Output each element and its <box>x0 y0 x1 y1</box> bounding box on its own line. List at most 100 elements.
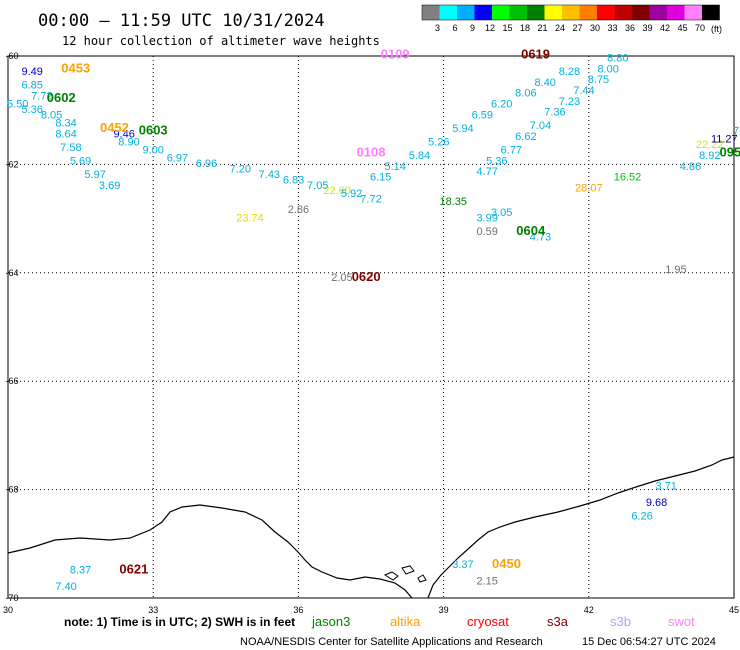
legend-swatch <box>562 5 580 20</box>
pass-time-label: 0603 <box>139 123 168 138</box>
wave-height-value: 5.26 <box>428 136 449 148</box>
wave-height-value: 7.43 <box>259 169 280 181</box>
legend-bin-label: 3 <box>435 23 440 33</box>
antarctic-coastline <box>7 456 735 599</box>
wave-height-value: 11.27 <box>711 134 738 146</box>
wave-height-value: 6.20 <box>491 98 512 110</box>
wave-height-value: 7.04 <box>530 120 551 132</box>
wave-height-value: 7.40 <box>55 581 76 593</box>
latitude-tick-label: -64 <box>5 268 18 278</box>
legend-swatch <box>527 5 545 20</box>
legend-bin-label: 24 <box>555 23 565 33</box>
wave-height-value: 3.05 <box>491 207 512 219</box>
wave-height-value: 7.15 <box>733 126 740 138</box>
wave-height-value: 7.72 <box>360 193 381 205</box>
generated-timestamp: 15 Dec 06:54:27 UTC 2024 <box>582 636 716 648</box>
mission-label: swot <box>668 614 695 629</box>
wave-height-value: 5.94 <box>452 123 473 135</box>
wave-height-value: 8.00 <box>597 63 618 75</box>
wave-height-value: 4.77 <box>476 166 497 178</box>
longitude-tick-label: 30 <box>3 605 13 615</box>
pass-time-label: 0957 <box>720 144 740 159</box>
wave-height-value: 9.00 <box>142 145 163 157</box>
wave-height-value: 22.60 <box>323 185 351 197</box>
wave-height-value: 7.20 <box>230 164 251 176</box>
wave-height-value: 7.05 <box>307 180 328 192</box>
coastal-island <box>417 574 427 583</box>
legend-swatch <box>649 5 667 20</box>
wave-height-value: 23.74 <box>236 212 264 224</box>
wave-height-value: 8.06 <box>515 88 536 100</box>
map-frame <box>7 55 735 599</box>
page-subtitle: 12 hour collection of altimeter wave hei… <box>62 34 380 48</box>
coastal-island <box>383 571 399 581</box>
wave-height-value: 2.05 <box>331 272 352 284</box>
wave-height-value: 5.50 <box>7 98 28 110</box>
satellite-pass-labels: 0453 0602 0452 0603 0109 0619 0108 0604 0620 0957… <box>47 47 740 577</box>
mission-label: s3b <box>610 614 631 629</box>
wave-height-value: 7.72 <box>31 90 52 102</box>
wave-height-value: 5.84 <box>409 150 430 162</box>
legend-swatch <box>544 5 562 20</box>
coastline-west <box>7 504 413 599</box>
wave-height-value: 28.07 <box>575 183 603 195</box>
longitude-tick-label: 36 <box>293 605 303 615</box>
mission-label: s3a <box>547 614 569 629</box>
longitude-tick-labels: 30 33 36 39 42 45 <box>3 605 739 615</box>
wave-height-value: 9.49 <box>21 66 42 78</box>
wave-height-observations: 9.496.857.725.505.368.058.348.647.585.69… <box>7 52 740 592</box>
pass-time-label: 0453 <box>61 60 90 75</box>
legend-swatch <box>667 5 685 20</box>
wave-height-value: 0.59 <box>476 226 497 238</box>
wave-height-value: 4.86 <box>680 161 701 173</box>
wave-height-value: 2.86 <box>288 204 309 216</box>
wave-height-value: 6.26 <box>631 510 652 522</box>
wave-height-value: 5.14 <box>384 161 405 173</box>
legend-bin-label: 42 <box>660 23 670 33</box>
wave-height-value: 6.83 <box>283 174 304 186</box>
wave-height-value: 8.05 <box>41 109 62 121</box>
legend-swatch <box>702 5 720 20</box>
pass-time-label: 0452 <box>100 120 129 135</box>
legend-swatch <box>579 5 597 20</box>
pass-time-label: 0109 <box>381 47 410 62</box>
wave-height-value: 7.36 <box>544 107 565 119</box>
latitude-tick-label: -66 <box>5 376 18 386</box>
longitude-tick-label: 42 <box>584 605 594 615</box>
latitude-tick-label: -60 <box>5 51 18 61</box>
mission-label: jason3 <box>311 614 350 629</box>
wave-height-value: 6.77 <box>501 145 522 157</box>
mission-label: cryosat <box>467 614 509 629</box>
wave-height-value: 5.69 <box>70 155 91 167</box>
legend-bin-label: 27 <box>572 23 582 33</box>
wave-height-legend: 3 6 9 12 15 18 21 24 27 30 33 36 39 42 45 70 <box>421 4 720 33</box>
pass-time-label: 0450 <box>492 556 521 571</box>
wave-height-value: 6.62 <box>515 131 536 143</box>
wave-height-value: 7.23 <box>559 96 580 108</box>
wave-height-value: 18.35 <box>440 196 468 208</box>
wave-height-value: 8.64 <box>55 128 76 140</box>
wave-height-value: 3.69 <box>99 180 120 192</box>
longitude-tick-label: 33 <box>148 605 158 615</box>
wave-height-value: 3.71 <box>656 481 677 493</box>
legend-bin-label: 9 <box>470 23 475 33</box>
wave-height-value: 6.59 <box>472 109 493 121</box>
latitude-tick-labels: -60 -62 -64 -66 -68 -70 <box>5 51 18 603</box>
coastal-island <box>401 565 415 575</box>
legend-bin-label: 33 <box>607 23 617 33</box>
credit-line: NOAA/NESDIS Center for Satellite Applica… <box>240 636 543 648</box>
wave-height-value: 1.95 <box>665 264 686 276</box>
wave-height-value: 9.68 <box>646 497 667 509</box>
coastline-east <box>427 456 735 599</box>
legend-bin-label: 15 <box>502 23 512 33</box>
latitude-tick-label: -62 <box>5 159 18 169</box>
legend-swatch <box>632 5 650 20</box>
legend-swatch <box>439 5 457 20</box>
latitude-tick-label: -68 <box>5 485 18 495</box>
wave-height-value: 8.40 <box>535 77 556 89</box>
legend-bin-label: 21 <box>537 23 547 33</box>
wave-height-value: 6.15 <box>370 172 391 184</box>
legend-bin-label: 6 <box>452 23 457 33</box>
wave-height-value: 6.96 <box>196 158 217 170</box>
